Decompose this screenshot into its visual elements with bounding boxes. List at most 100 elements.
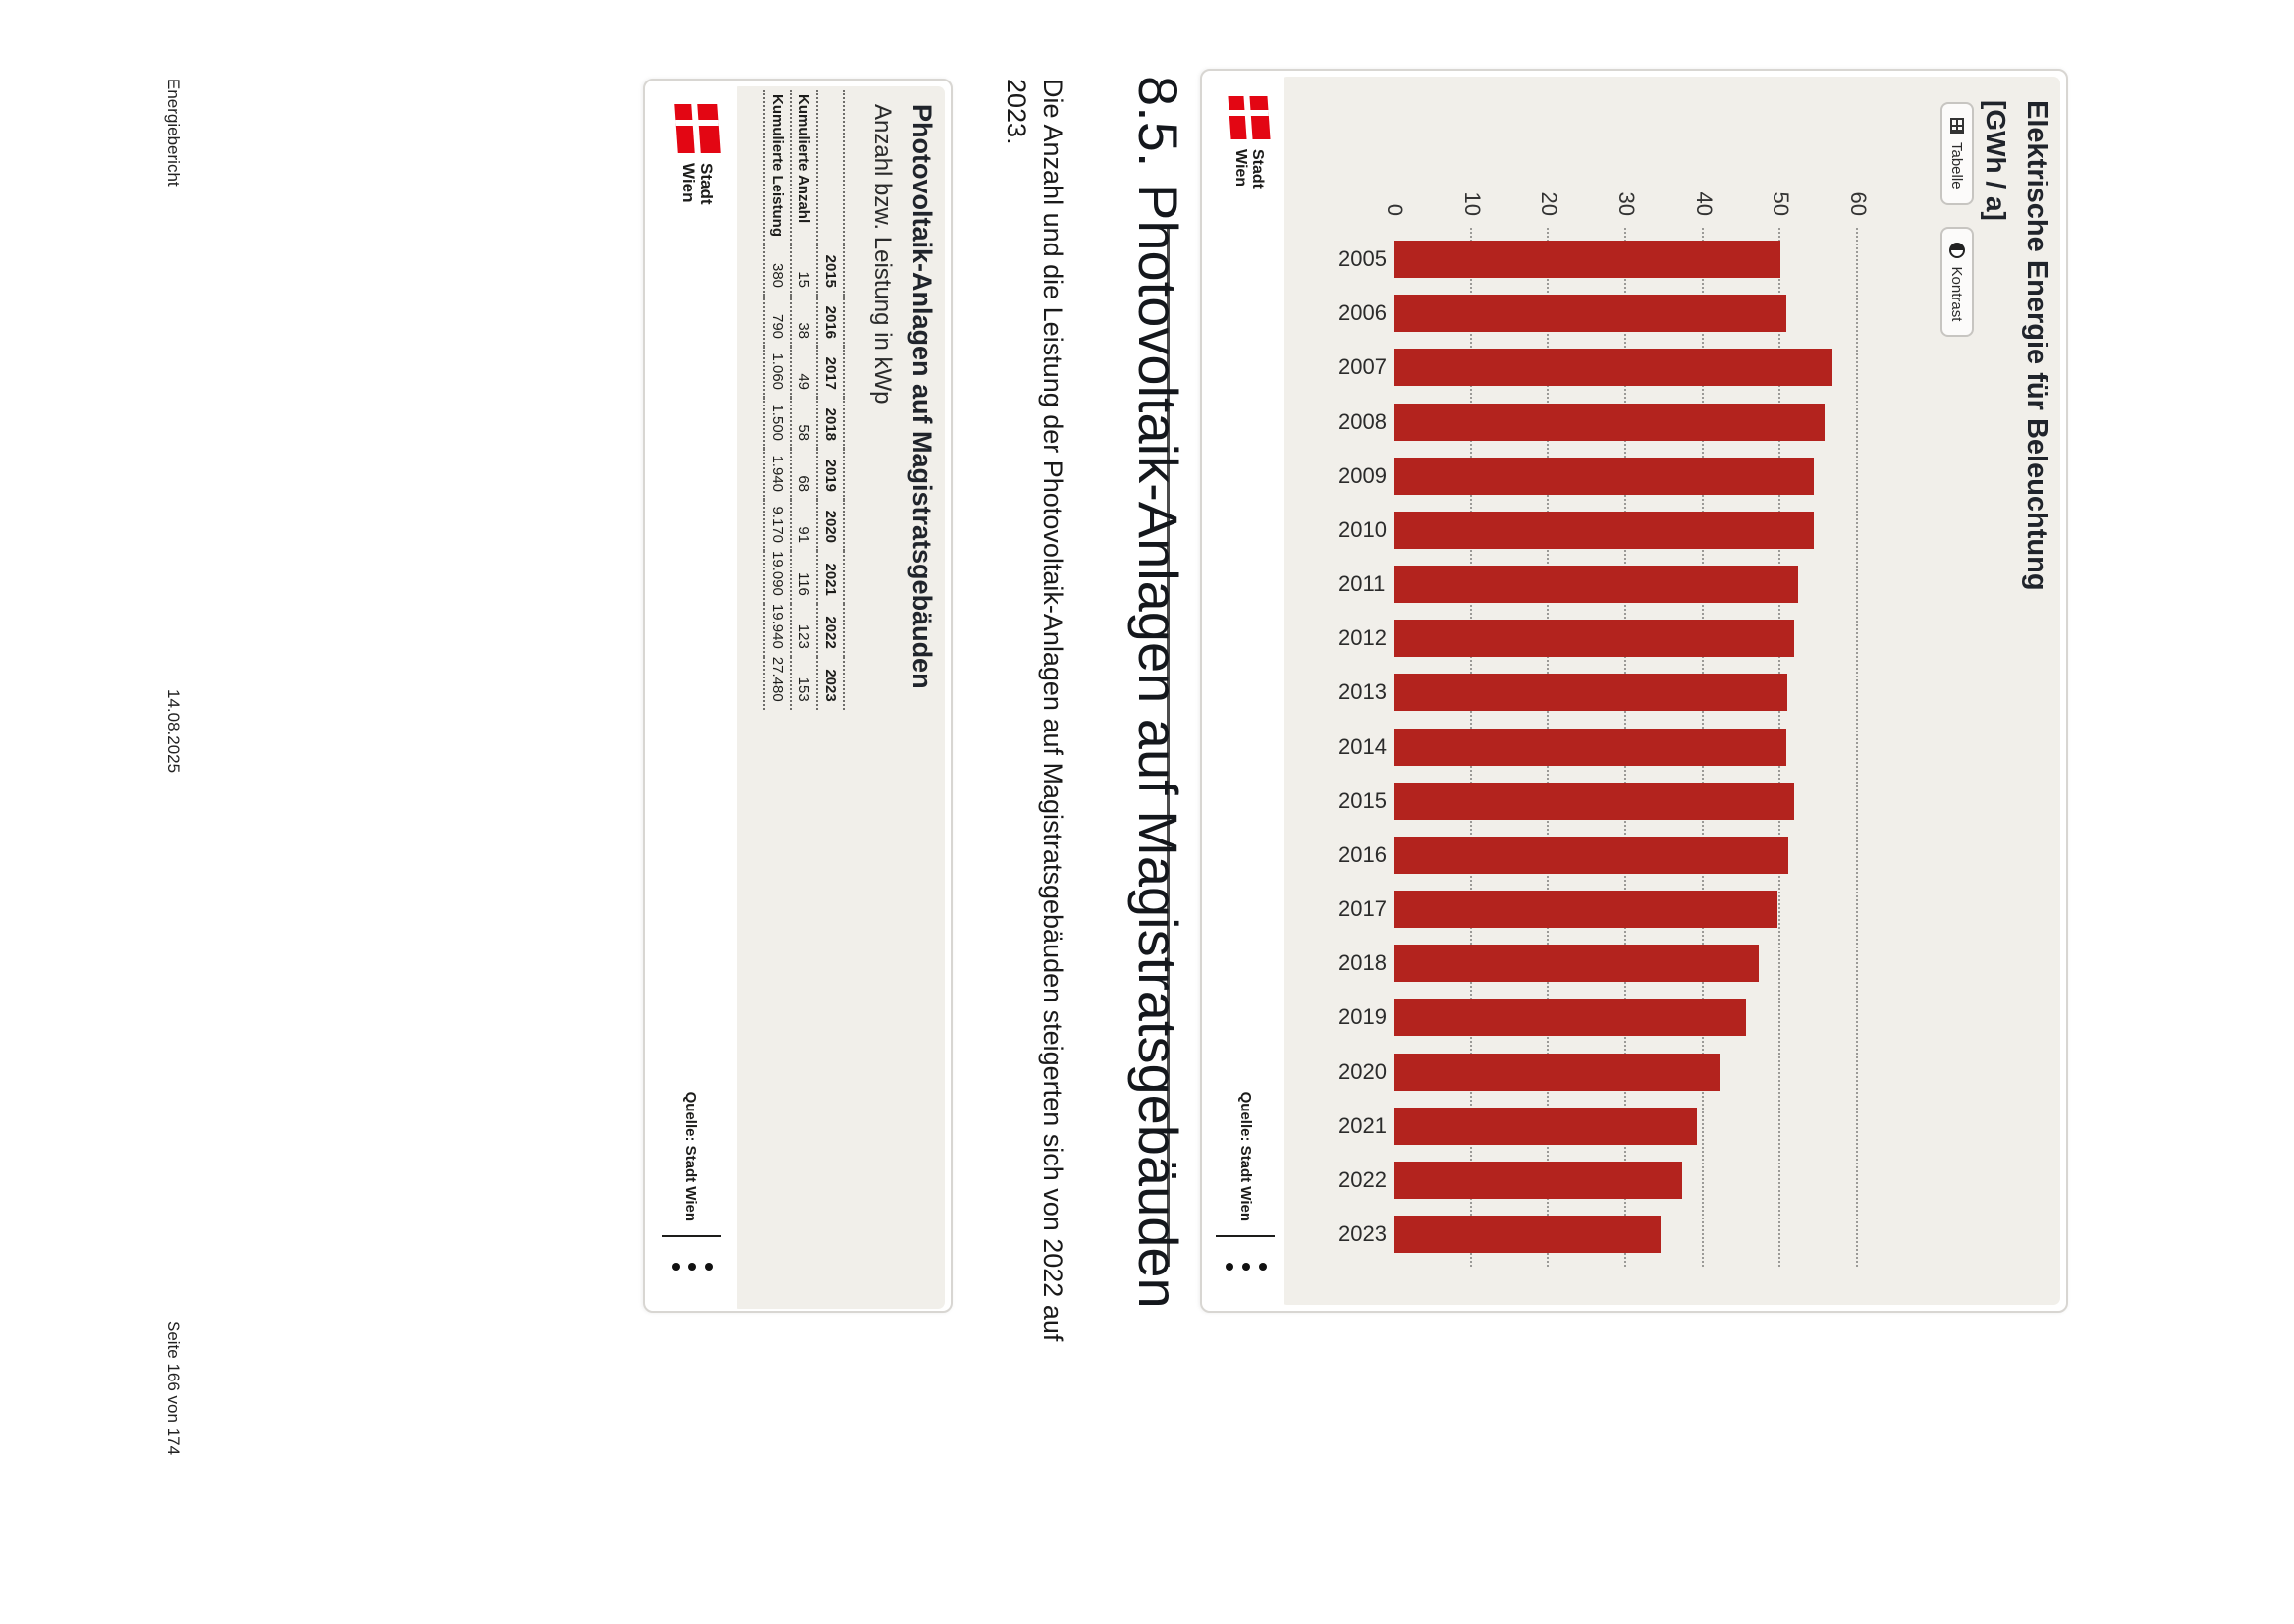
table-widget-card: Photovoltaik-Anlagen auf Magistratsgebäu… [643,79,953,1313]
bar-2014 [1394,728,1786,766]
footer-divider [1216,1235,1275,1237]
table-subtitle: Anzahl bzw. Leistung in kWp [869,104,896,405]
bar-2011 [1394,566,1799,604]
table-year-header: 2017 [822,356,839,391]
x-axis-year-label: 2007 [1338,354,1387,380]
bar-2013 [1394,674,1788,712]
logo-text-line2: Wien [680,163,698,203]
table-cell: 19.090 [769,551,786,596]
table-cell: 15 [795,271,812,289]
table-cell: 1.060 [769,352,786,391]
stadt-wien-logo: Stadt Wien [674,104,721,205]
bar-2016 [1394,836,1789,874]
bar-2021 [1394,1107,1697,1145]
table-year-header: 2022 [822,616,839,649]
chart-card-footer: Stadt Wien Quelle: Stadt Wien [1204,73,1284,1309]
y-axis-tick-label: 50 [1769,191,1794,216]
x-axis-year-label: 2018 [1338,950,1387,976]
bar-2015 [1394,782,1795,820]
table-cell: 116 [795,571,812,596]
table-row-label: Kumulierte Anzahl [795,94,812,224]
bar-2017 [1394,891,1778,929]
table-card-footer: Stadt Wien Quelle: Stadt Wien [647,82,737,1309]
table-source-label: Quelle: Stadt Wien [683,1091,699,1221]
bar-2012 [1394,620,1794,658]
data-table: 2015 2016 2017 2018 2019 2020 2021 2022 2023 Kum… [763,90,845,710]
table-cell: 91 [795,526,812,544]
more-menu-icon[interactable] [1226,1252,1267,1281]
table-cell: 49 [795,373,812,391]
bar-chart-plot: 0 10 20 30 40 50 60 2005 2006 2007 2008 2009 2010 201… [1167,71,2066,1311]
table-year-header: 2016 [822,305,839,340]
logo-text-line1: Stadt [1249,149,1266,189]
table-header-row: 2015 2016 2017 2018 2019 2020 2021 2022 2023 [817,90,844,710]
chart-widget-card: Elektrische Energie für Beleuchtung [GWh… [1167,69,2068,1313]
stadt-wien-flag-icon [1228,96,1271,139]
table-cell: 123 [795,623,812,649]
section-paragraph: Die Anzahl und die Leistung der Photovol… [998,79,1070,1341]
y-axis-tick-label: 0 [1383,203,1407,216]
table-year-header: 2020 [822,510,839,544]
footer-date: 14.08.2025 [164,689,183,774]
footer-page-number: Seite 166 von 174 [164,1321,183,1456]
bar-2019 [1394,999,1746,1037]
bar-2007 [1394,349,1833,387]
table-cell: 1.940 [769,455,786,493]
bar-2008 [1394,403,1826,441]
x-axis-year-label: 2009 [1338,462,1387,488]
y-axis-tick-label: 60 [1846,191,1871,216]
table-cell: 1.500 [769,404,786,442]
bar-2023 [1394,1216,1661,1254]
bar-2009 [1394,457,1815,495]
x-axis-year-label: 2016 [1338,841,1387,867]
y-axis-tick-label: 20 [1537,191,1562,216]
table-year-header: 2023 [822,669,839,702]
x-axis-year-label: 2023 [1338,1221,1387,1247]
footer-divider [662,1235,721,1237]
gridline [1856,228,1858,1267]
table-cell: 380 [769,262,786,289]
y-axis-tick-label: 30 [1614,191,1639,216]
x-axis-year-label: 2008 [1338,408,1387,434]
x-axis-year-label: 2017 [1338,896,1387,922]
table-cell: 790 [769,313,786,340]
stadt-wien-flag-icon [674,104,721,153]
y-axis-tick-label: 40 [1691,191,1717,216]
more-menu-icon[interactable] [672,1252,713,1281]
table-cell: 19.940 [769,603,786,649]
bar-2010 [1394,511,1815,549]
x-axis-year-label: 2022 [1338,1166,1387,1192]
x-axis-year-label: 2013 [1338,679,1387,705]
x-axis-year-label: 2005 [1338,246,1387,271]
table-cell: 38 [795,322,812,340]
x-axis-year-label: 2020 [1338,1058,1387,1084]
bar-2005 [1394,241,1781,278]
bar-2018 [1394,945,1760,983]
stadt-wien-logo: Stadt Wien [1228,96,1271,189]
bar-2020 [1394,1053,1720,1091]
bar-2006 [1394,295,1786,333]
bar-2022 [1394,1161,1682,1199]
paragraph-line2: 2023. [1002,79,1031,145]
logo-text-line2: Wien [1232,149,1249,188]
table-cell: 27.480 [769,656,786,702]
table-row: Kumulierte Anzahl 15 38 49 58 68 91 116 123 153 [791,90,817,710]
x-axis-year-label: 2010 [1338,516,1387,542]
table-cell: 68 [795,475,812,493]
table-cell: 58 [795,424,812,442]
paragraph-line1: Die Anzahl und die Leistung der Photovol… [1038,79,1067,1342]
table-year-header: 2021 [822,563,839,596]
section-title: Photovoltaik-Anlagen auf Magistratsgebäu… [1127,184,1189,1309]
table-cell: 9.170 [769,506,786,544]
table-title: Photovoltaik-Anlagen auf Magistratsgebäu… [907,104,937,689]
page-footer: Energiebericht 14.08.2025 Seite 166 von … [159,0,183,1624]
section-heading: 8.5. Photovoltaik-Anlagen auf Magistrats… [1126,76,1190,1309]
x-axis-year-label: 2015 [1338,787,1387,813]
logo-text-line1: Stadt [697,163,716,205]
x-axis-year-label: 2019 [1338,1004,1387,1030]
table-year-header: 2019 [822,459,839,493]
table-year-header: 2018 [822,407,839,442]
table-year-header: 2015 [822,254,839,289]
chart-source-label: Quelle: Stadt Wien [1237,1091,1254,1221]
